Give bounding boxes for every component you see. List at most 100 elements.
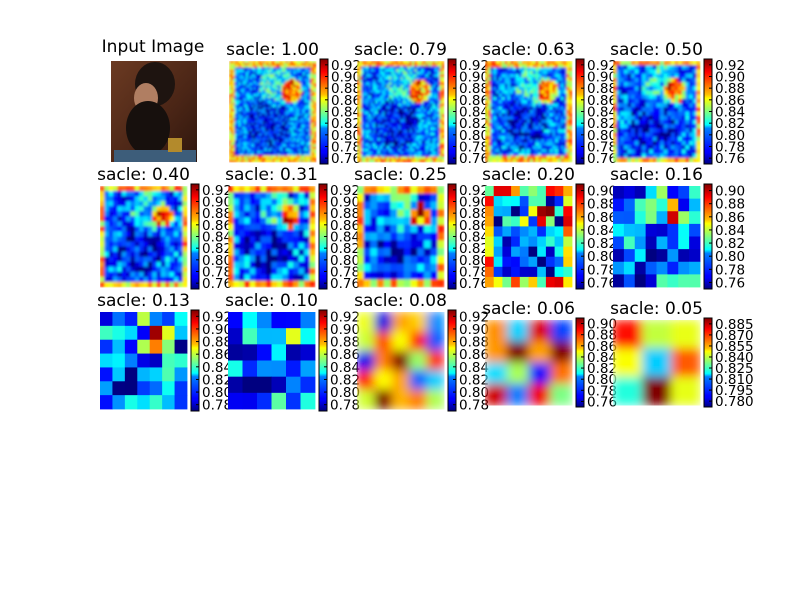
colorbar-tick-label: 0.78 bbox=[587, 140, 617, 156]
panel-title: sacle: 0.05 bbox=[610, 299, 703, 319]
colorbar-tick-label: 0.90 bbox=[331, 70, 361, 86]
heatmap-image bbox=[613, 61, 701, 163]
panel-title: sacle: 0.06 bbox=[482, 299, 575, 319]
colorbar-tick-label: 0.92 bbox=[330, 309, 360, 325]
colorbar-tick-label: 0.78 bbox=[202, 265, 232, 281]
colorbar-tick-label: 0.78 bbox=[459, 265, 489, 281]
colorbar-tick-label: 0.92 bbox=[202, 309, 232, 325]
colorbar-tick-label: 0.82 bbox=[459, 116, 489, 132]
colorbar-tick-label: 0.86 bbox=[331, 93, 361, 109]
heatmap-panel: sacle: 0.400.920.900.880.860.840.820.800… bbox=[97, 165, 232, 292]
colorbar-tick-label: 0.88 bbox=[587, 328, 617, 344]
heatmap-image bbox=[228, 312, 316, 410]
colorbar-tick-label: 0.86 bbox=[459, 347, 489, 363]
heatmap-image bbox=[229, 61, 317, 163]
colorbar-tick-label: 0.84 bbox=[587, 350, 617, 366]
colorbar-tick-label: 0.84 bbox=[330, 230, 360, 246]
colorbar-tick-label: 0.84 bbox=[330, 360, 360, 376]
colorbar-tick-label: 0.84 bbox=[459, 230, 489, 246]
colorbar-tick-label: 0.80 bbox=[587, 372, 617, 388]
colorbar-tick-label: 0.90 bbox=[202, 322, 232, 338]
colorbar-tick-label: 0.92 bbox=[587, 58, 617, 74]
colorbar-tick-label: 0.90 bbox=[587, 184, 617, 200]
colorbar-tick-label: 0.88 bbox=[330, 206, 360, 222]
colorbar-tick-label: 0.84 bbox=[331, 105, 361, 121]
colorbar-tick-label: 0.80 bbox=[587, 128, 617, 144]
colorbar-tick-label: 0.88 bbox=[202, 335, 232, 351]
colorbar-tick-label: 0.84 bbox=[715, 105, 745, 121]
panel-title: sacle: 0.31 bbox=[225, 165, 318, 185]
colorbar-tick-label: 0.82 bbox=[202, 241, 232, 257]
colorbar-tick-label: 0.86 bbox=[330, 218, 360, 234]
input-image-panel: Input Image bbox=[102, 37, 205, 162]
heatmap-panel: sacle: 1.000.920.900.880.860.840.820.800… bbox=[226, 40, 361, 167]
colorbar-tick-label: 0.76 bbox=[715, 151, 745, 167]
colorbar-tick-label: 0.90 bbox=[715, 184, 745, 200]
colorbar-tick-label: 0.780 bbox=[715, 394, 754, 410]
colorbar-tick-label: 0.76 bbox=[587, 394, 617, 410]
colorbar-tick-label: 0.80 bbox=[459, 128, 489, 144]
heatmap-panel: sacle: 0.20 0.900.880.860.840.820.800.780… bbox=[482, 165, 617, 291]
colorbar-tick-label: 0.84 bbox=[202, 360, 232, 376]
colorbar-tick-label: 0.90 bbox=[330, 195, 360, 211]
colorbar-tick-label: 0.78 bbox=[715, 140, 745, 156]
colorbar-tick-label: 0.92 bbox=[330, 183, 360, 199]
colorbar-tick-label: 0.86 bbox=[715, 93, 745, 109]
colorbar-tick-label: 0.76 bbox=[459, 151, 489, 167]
colorbar-tick-label: 0.88 bbox=[587, 81, 617, 97]
colorbar-tick-label: 0.84 bbox=[587, 105, 617, 121]
heatmap-panel: sacle: 0.310.920.900.880.860.840.820.800… bbox=[225, 165, 360, 292]
colorbar-tick-label: 0.86 bbox=[330, 347, 360, 363]
colorbar-tick-label: 0.88 bbox=[202, 206, 232, 222]
colorbar-tick-label: 0.76 bbox=[330, 276, 360, 292]
heatmap-panel: sacle: 0.10 0.920.900.880.860.840.820.800… bbox=[225, 291, 360, 414]
colorbar-tick-label: 0.80 bbox=[715, 128, 745, 144]
colorbar-tick-label: 0.80 bbox=[202, 385, 232, 401]
colorbar bbox=[190, 309, 200, 412]
panel-title: sacle: 0.16 bbox=[610, 165, 703, 185]
heatmap-panel: sacle: 0.06 0.900.880.860.840.820.800.780… bbox=[482, 299, 617, 410]
heatmap-panel: sacle: 0.630.920.900.880.860.840.820.800… bbox=[482, 40, 617, 167]
colorbar-tick-label: 0.885 bbox=[715, 317, 754, 333]
colorbar-tick-label: 0.810 bbox=[715, 372, 754, 388]
heatmap-image bbox=[100, 186, 188, 288]
colorbar-tick-label: 0.88 bbox=[459, 81, 489, 97]
colorbar-tick-label: 0.82 bbox=[459, 241, 489, 257]
colorbar-tick-label: 0.78 bbox=[587, 383, 617, 399]
heatmap-image bbox=[357, 61, 445, 163]
colorbar bbox=[318, 309, 328, 412]
colorbar-tick-label: 0.80 bbox=[331, 128, 361, 144]
colorbar-tick-label: 0.86 bbox=[202, 218, 232, 234]
colorbar-tick-label: 0.88 bbox=[715, 197, 745, 213]
heatmap-panel: sacle: 0.500.920.900.880.860.840.820.800… bbox=[610, 40, 745, 167]
heatmap-image bbox=[485, 61, 573, 163]
panel-title: sacle: 0.13 bbox=[97, 291, 190, 311]
panel-title: sacle: 0.10 bbox=[225, 291, 318, 311]
colorbar-tick-label: 0.82 bbox=[202, 372, 232, 388]
colorbar-tick-label: 0.88 bbox=[715, 81, 745, 97]
colorbar bbox=[703, 183, 713, 290]
colorbar-tick-label: 0.82 bbox=[331, 116, 361, 132]
heatmap-panel: sacle: 0.13 0.920.900.880.860.840.820.800… bbox=[97, 291, 232, 414]
colorbar-tick-label: 0.76 bbox=[202, 276, 232, 292]
heatmap-image bbox=[357, 186, 445, 288]
colorbar-tick-label: 0.76 bbox=[587, 151, 617, 167]
colorbar-tick-label: 0.78 bbox=[202, 398, 232, 414]
colorbar-tick-label: 0.78 bbox=[459, 398, 489, 414]
input-image-title: Input Image bbox=[102, 37, 205, 57]
colorbar-tick-label: 0.92 bbox=[459, 58, 489, 74]
colorbar-tick-label: 0.78 bbox=[715, 262, 745, 278]
colorbar-tick-label: 0.90 bbox=[459, 70, 489, 86]
colorbar-tick-label: 0.90 bbox=[459, 195, 489, 211]
colorbar-tick-label: 0.840 bbox=[715, 350, 754, 366]
colorbar-tick-label: 0.82 bbox=[459, 372, 489, 388]
colorbar-tick-label: 0.80 bbox=[330, 385, 360, 401]
colorbar-tick-label: 0.825 bbox=[715, 361, 754, 377]
heatmap-image bbox=[613, 186, 701, 288]
colorbar-tick-label: 0.88 bbox=[459, 335, 489, 351]
colorbar-tick-label: 0.870 bbox=[715, 328, 754, 344]
colorbar-tick-label: 0.76 bbox=[587, 275, 617, 291]
heatmap-panel: sacle: 0.790.920.900.880.860.840.820.800… bbox=[354, 40, 489, 167]
colorbar-tick-label: 0.84 bbox=[202, 230, 232, 246]
